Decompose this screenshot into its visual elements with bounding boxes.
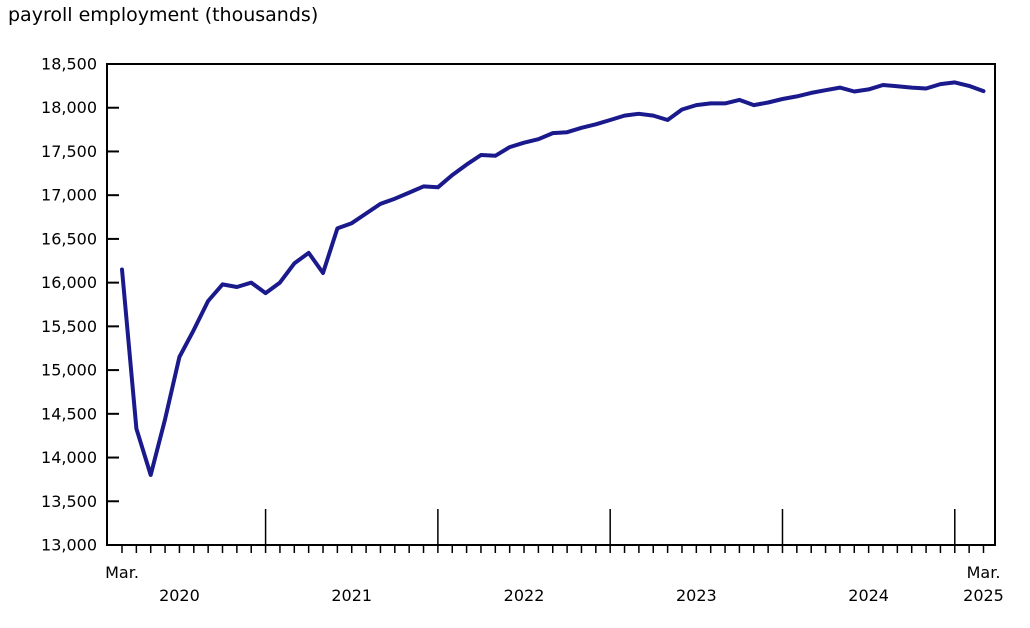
- x-year-label: 2020: [159, 586, 200, 605]
- employment-line: [120, 80, 986, 477]
- plot-border: [106, 63, 996, 546]
- y-tick-label: 13,500: [41, 492, 97, 511]
- y-tick-label: 18,000: [41, 98, 97, 117]
- y-tick-label: 15,500: [41, 317, 97, 336]
- x-year-label: 2024: [848, 586, 889, 605]
- x-year-label: 2025: [963, 586, 1004, 605]
- y-tick-label: 17,000: [41, 186, 97, 205]
- y-tick-label: 13,000: [41, 536, 97, 555]
- x-year-label: 2023: [676, 586, 717, 605]
- y-tick-label: 15,000: [41, 361, 97, 380]
- y-tick-label: 18,500: [41, 55, 97, 74]
- x-end-month-label: Mar.: [967, 563, 1001, 582]
- x-year-label: 2021: [331, 586, 372, 605]
- chart-title: payroll employment (thousands): [8, 4, 319, 26]
- x-start-month-label: Mar.: [105, 563, 139, 582]
- y-tick-label: 16,500: [41, 229, 97, 248]
- y-tick-label: 14,500: [41, 404, 97, 423]
- y-tick-label: 17,500: [41, 142, 97, 161]
- x-year-label: 2022: [504, 586, 545, 605]
- y-tick-label: 16,000: [41, 273, 97, 292]
- y-tick-label: 14,000: [41, 448, 97, 467]
